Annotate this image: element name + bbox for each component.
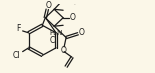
Text: Cl: Cl bbox=[49, 36, 57, 45]
Text: O: O bbox=[60, 46, 66, 55]
Text: H₂N: H₂N bbox=[49, 30, 63, 36]
Text: F: F bbox=[16, 24, 21, 33]
Text: O: O bbox=[45, 1, 51, 10]
Text: O: O bbox=[70, 13, 76, 22]
Text: Cl: Cl bbox=[13, 51, 20, 60]
Text: O: O bbox=[79, 28, 85, 37]
